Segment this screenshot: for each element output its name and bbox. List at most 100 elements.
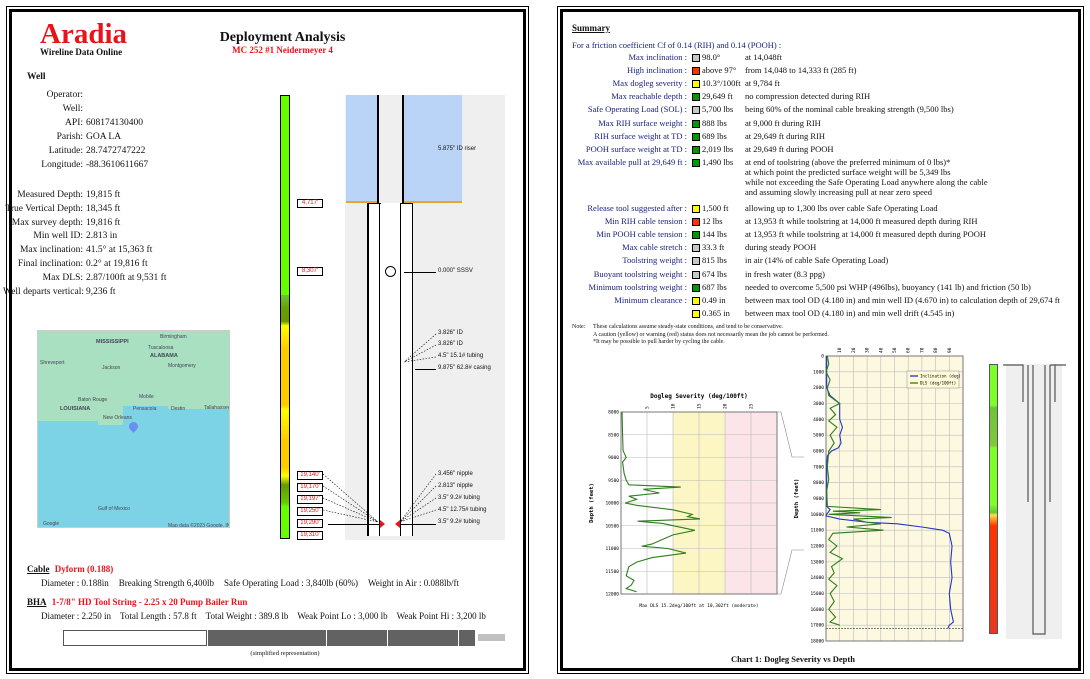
restriction-marker-icon: [380, 520, 385, 528]
description-line: while not exceeding the Safe Operating L…: [745, 176, 988, 187]
summary-row: Max available pull at 29,649 ft : 1,490 l…: [563, 157, 1084, 200]
component-label: 9.875" 62.8# casing: [438, 365, 491, 371]
status-swatch: [692, 296, 700, 305]
well-stat-value: 0.2° at 19,816 ft: [86, 259, 148, 269]
summary-row-description: at 13,953 ft while toolstring at 14,000 …: [745, 216, 978, 226]
component-label: 4.5" 15.1# tubing: [438, 353, 484, 359]
status-swatch: [692, 145, 700, 154]
component-label: 3.456" nipple: [438, 471, 473, 477]
summary-row: Max RIH surface weight : 888 lbs at 9,000 …: [563, 118, 1084, 131]
casing-wall: [367, 203, 369, 536]
well-stat-label: Max inclination:: [19, 245, 83, 256]
summary-row: Buoyant toolstring weight : 674 lbs in fre…: [563, 269, 1084, 282]
bha-spec: Total Weight : 389.8 lb: [205, 611, 289, 621]
summary-title: Summary: [572, 23, 610, 33]
x-tick-label: 30: [865, 347, 871, 353]
status-swatch: [692, 93, 700, 102]
x-tick-label: 70: [919, 347, 925, 353]
well-field-label: Operator:: [46, 90, 83, 100]
description-line: from 14,048 to 14,333 ft (285 ft): [745, 65, 857, 76]
well-field-value: 28.7472747222: [86, 146, 146, 156]
leader-line: [415, 369, 436, 370]
leader-line: [400, 524, 436, 525]
y-tick-label: 11500: [605, 569, 619, 575]
y-tick-label: 18000: [810, 639, 824, 645]
x-tick-label: 25: [749, 403, 755, 409]
description-line: at 14,048ft: [745, 52, 782, 62]
description-line: no compression detected during RIH: [745, 91, 871, 102]
y-tick-label: 9500: [608, 478, 619, 484]
description-line: being 60% of the nominal cable breaking …: [745, 104, 954, 115]
summary-row-value: 144 lbs: [702, 229, 727, 240]
description-line: at 29,649 ft during RIH: [745, 130, 826, 141]
page-title: Deployment Analysis: [219, 30, 346, 45]
map-label: Gulf of Mexico: [98, 506, 130, 512]
riser-wall: [377, 95, 379, 203]
summary-row-label: RIH surface weight at TD :: [594, 130, 687, 141]
summary-row-value: 674 lbs: [702, 268, 727, 279]
cable-spec: Diameter : 0.188in: [41, 578, 109, 588]
map-label: Birmingham: [160, 334, 187, 340]
y-tick-label: 8000: [608, 410, 619, 416]
description-line: needed to overcome 5,500 psi WHP (496lbs…: [745, 281, 1031, 292]
summary-row-value: 1,500 ft: [702, 203, 729, 213]
description-line: at 9,784 ft: [745, 78, 780, 89]
bha-spec: Weak Point Hi : 3,200 lb: [396, 611, 486, 621]
zoom-connector: [777, 549, 804, 595]
legend-box: [906, 370, 960, 389]
depth-label: 19,170': [297, 483, 323, 492]
well-stat-value: 18,345 ft: [86, 203, 121, 214]
well-stat-label: Well departs vertical:: [3, 286, 85, 297]
y-tick-label: 8000: [813, 480, 824, 486]
tubing-wall: [379, 203, 380, 536]
description-line: in fresh water (8.3 ppg): [745, 268, 826, 279]
brand-logo: Aradia: [40, 18, 127, 50]
x-tick-label: 10: [671, 403, 677, 409]
hanger-line: [400, 203, 413, 204]
tubing-wall: [400, 203, 401, 536]
y-tick-label: 11000: [810, 528, 824, 534]
y-tick-label: 12000: [810, 544, 824, 550]
status-swatch: [692, 309, 700, 318]
map-label: Tuscaloosa: [148, 345, 174, 351]
series-line-0: [621, 411, 701, 593]
summary-row: Min RIH cable tension : 12 lbs at 13,953 f…: [563, 216, 1084, 229]
series-line-0: [825, 356, 955, 629]
well-stat-value: 19,816 ft: [86, 217, 121, 228]
tool-segment: [208, 630, 326, 646]
summary-row-description: at end of toolstring (above the preferre…: [745, 157, 988, 197]
well-stat-value: 2.813 in: [86, 231, 118, 242]
x-tick-label: 5: [645, 406, 651, 409]
note-line: A caution (yellow) or warning (red) stat…: [593, 331, 829, 338]
legend-label: DLS (deg/100ft): [920, 381, 956, 386]
riser-right: [403, 95, 462, 203]
component-label: 3.826" ID: [438, 330, 463, 336]
summary-row-description: at 9,000 ft during RIH: [745, 118, 821, 128]
page-subtitle: MC 252 #1 Neidermeyer 4: [232, 45, 333, 55]
y-tick-label: 13000: [810, 559, 824, 565]
x-tick-label: 20: [723, 403, 729, 409]
summary-row-label: Minimum clearance :: [614, 294, 687, 305]
status-swatch: [692, 244, 700, 253]
well-location-map[interactable]: MISSISSIPPI ALABAMA LOUISIANA Birmingham Tus…: [37, 330, 230, 528]
status-swatch: [692, 106, 700, 115]
summary-row: Safe Operating Load (SOL) : 5,700 lbs bein…: [563, 104, 1084, 117]
well-stat-label: Final inclination:: [17, 259, 83, 269]
toolstring-caption: (simplified representation): [250, 650, 320, 657]
summary-row: Max reachable depth : 29,649 ft no compres…: [563, 91, 1084, 104]
bha-spec: Diameter : 2.250 in: [41, 611, 111, 621]
summary-row-description: at 29,649 ft during POOH: [745, 144, 834, 154]
y-tick-label: 11000: [605, 546, 619, 552]
map-label: LOUISIANA: [60, 406, 91, 412]
series-line-1: [825, 355, 892, 626]
summary-intro: For a friction coefficient Cf of 0.14 (R…: [572, 40, 782, 50]
summary-row-value: 33.3 ft: [702, 242, 725, 253]
sssv-icon: [385, 266, 396, 277]
zoom-connector: [777, 411, 804, 458]
well-field-value: 608174130400: [86, 118, 143, 128]
location-pin-icon[interactable]: [127, 420, 140, 433]
map-label: Tallahassee: [204, 405, 230, 411]
y-tick-label: 14000: [810, 575, 824, 581]
map-label: New Orleans: [103, 415, 132, 421]
riser-left: [346, 95, 378, 203]
